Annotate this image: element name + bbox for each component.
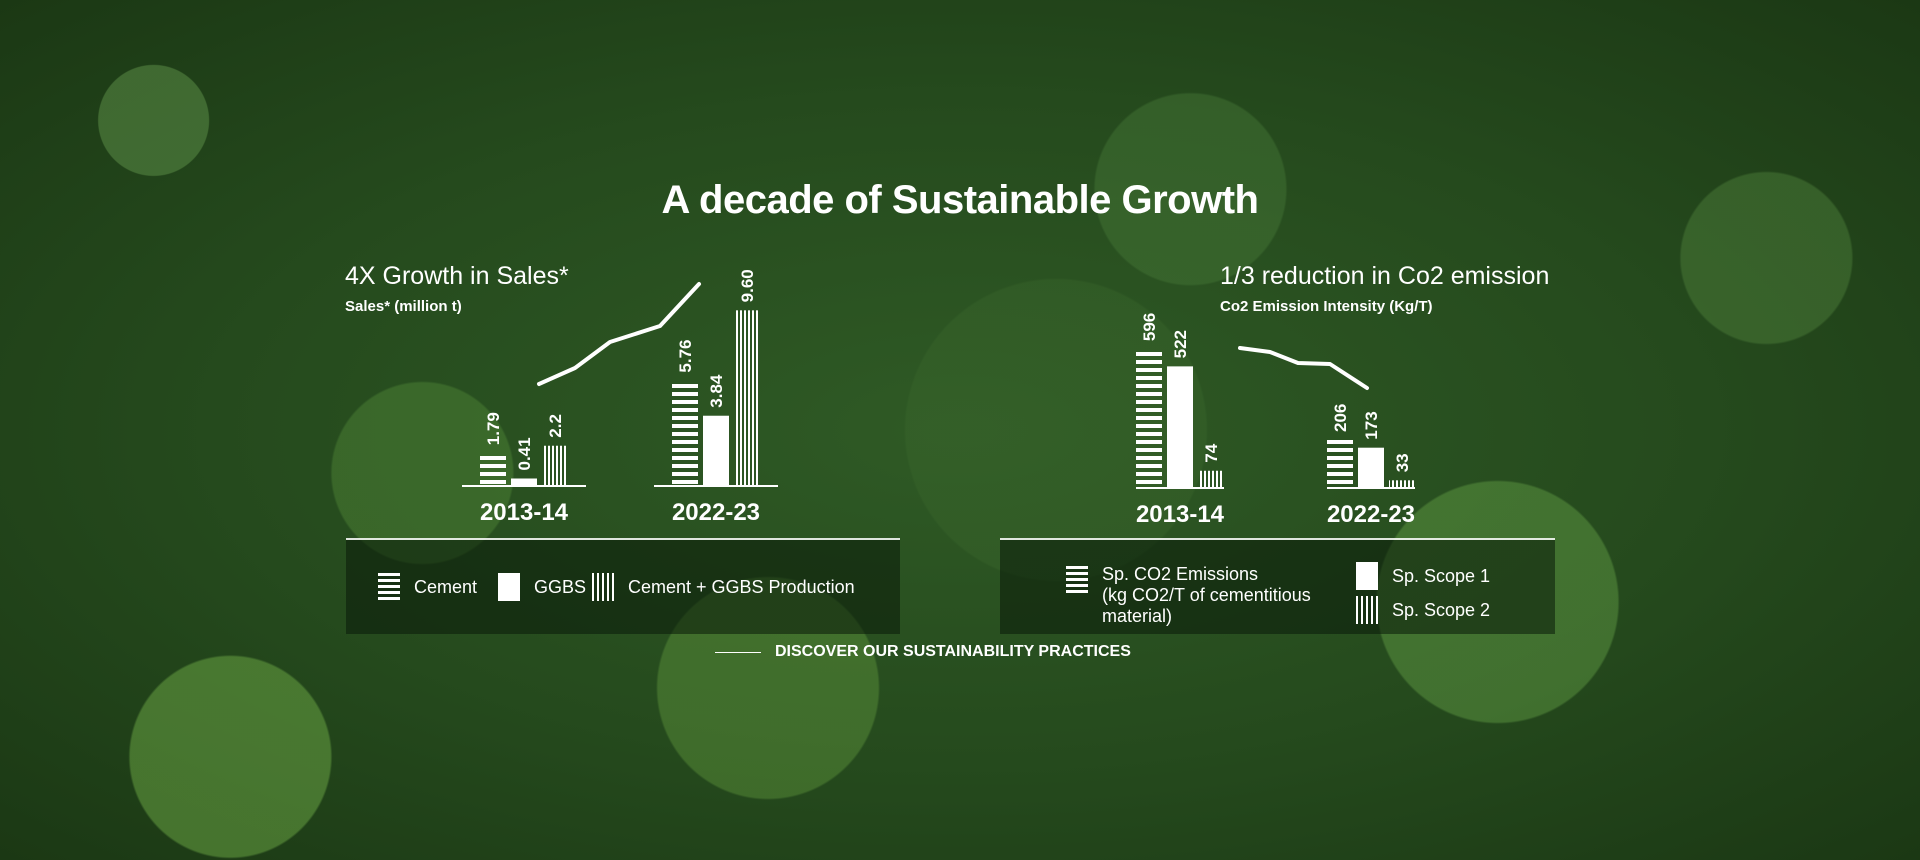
category-label-0: 2013-14: [480, 499, 569, 526]
bar-sp-scope-2-1: [1389, 480, 1415, 488]
legend-emissions-unit-2: material): [1102, 606, 1173, 626]
bar-ggbs-1: [703, 415, 729, 486]
bar-sp-co2-emissions-0: [1136, 349, 1162, 488]
bar-cement-1: [672, 380, 698, 486]
bar-cement-0: [480, 453, 506, 486]
trend-line: [537, 282, 701, 386]
legend-production-label: Cement + GGBS Production: [628, 576, 855, 597]
data-label: 74: [1202, 443, 1221, 462]
emissions-swatch-icon: [1066, 566, 1088, 594]
sales-divider: [346, 538, 900, 540]
sales-chart: 2013-14 1.79 0.41 2.2 2022-23 5.76 3.84 9.60: [462, 269, 778, 526]
legend-cement: Cement: [378, 573, 477, 601]
data-label: 522: [1171, 330, 1190, 358]
sales-legend: Cement GGBS Cement + GGBS Production: [346, 540, 900, 634]
scope1-swatch-icon: [1356, 562, 1378, 590]
data-label: 596: [1140, 313, 1159, 341]
scope2-swatch-icon: [1356, 596, 1378, 624]
legend-scope1: Sp. Scope 1: [1356, 562, 1490, 590]
emission-divider: [1000, 538, 1555, 540]
legend-production: Cement + GGBS Production: [592, 573, 855, 601]
legend-scope2-label: Sp. Scope 2: [1392, 599, 1491, 620]
data-label: 173: [1362, 411, 1381, 439]
sales-chart-subtitle: Sales* (million t): [345, 298, 462, 315]
data-label: 206: [1331, 404, 1350, 432]
legend-scope1-label: Sp. Scope 1: [1392, 565, 1491, 586]
category-label-1: 2022-23: [672, 499, 760, 526]
ggbs-swatch-icon: [498, 573, 520, 601]
legend-scope2: Sp. Scope 2: [1356, 596, 1490, 624]
bar-sp-scope-2-0: [1198, 470, 1224, 488]
data-label: 1.79: [484, 412, 503, 445]
cement-swatch-icon: [378, 573, 400, 601]
trend-line: [1238, 346, 1369, 390]
bar-ggbs-0: [511, 478, 537, 486]
sales-chart-heading: 4X Growth in Sales*: [345, 262, 569, 290]
bar-sp-scope-1-1: [1358, 447, 1384, 488]
legend-emissions-unit-1: (kg CO2/T of cementitious: [1102, 585, 1311, 605]
category-label-0: 2013-14: [1136, 501, 1225, 528]
bar-cement-ggbs-production-1: [734, 310, 760, 486]
data-label: 33: [1393, 453, 1412, 472]
data-label: 2.2: [546, 414, 565, 438]
emission-legend: Sp. CO2 Emissions (kg CO2/T of cementiti…: [1000, 540, 1555, 634]
discover-sustainability-link[interactable]: DISCOVER OUR SUSTAINABILITY PRACTICES: [715, 643, 1131, 661]
bar-sp-co2-emissions-1: [1327, 440, 1353, 488]
category-label-1: 2022-23: [1327, 501, 1415, 528]
data-label: 0.41: [515, 437, 534, 470]
emission-chart-subtitle: Co2 Emission Intensity (Kg/T): [1220, 298, 1433, 315]
emission-chart: 2013-14 596 522 74 2022-23 206 173 33: [1136, 313, 1415, 528]
page-title: A decade of Sustainable Growth: [661, 178, 1259, 222]
emission-chart-heading: 1/3 reduction in Co2 emission: [1220, 262, 1550, 290]
link-line-icon: [715, 651, 761, 653]
legend-ggbs-label: GGBS: [534, 576, 587, 597]
production-swatch-icon: [592, 573, 614, 601]
legend-emissions-label: Sp. CO2 Emissions: [1102, 564, 1259, 584]
data-label: 5.76: [676, 339, 695, 372]
legend-emissions: Sp. CO2 Emissions (kg CO2/T of cementiti…: [1066, 564, 1311, 627]
legend-ggbs: GGBS: [498, 573, 586, 601]
data-label: 9.60: [738, 269, 757, 302]
legend-cement-label: Cement: [414, 576, 478, 597]
bar-cement-ggbs-production-0: [542, 445, 568, 486]
bar-sp-scope-1-0: [1167, 366, 1193, 488]
data-label: 3.84: [707, 374, 726, 408]
discover-label: DISCOVER OUR SUSTAINABILITY PRACTICES: [775, 643, 1131, 660]
